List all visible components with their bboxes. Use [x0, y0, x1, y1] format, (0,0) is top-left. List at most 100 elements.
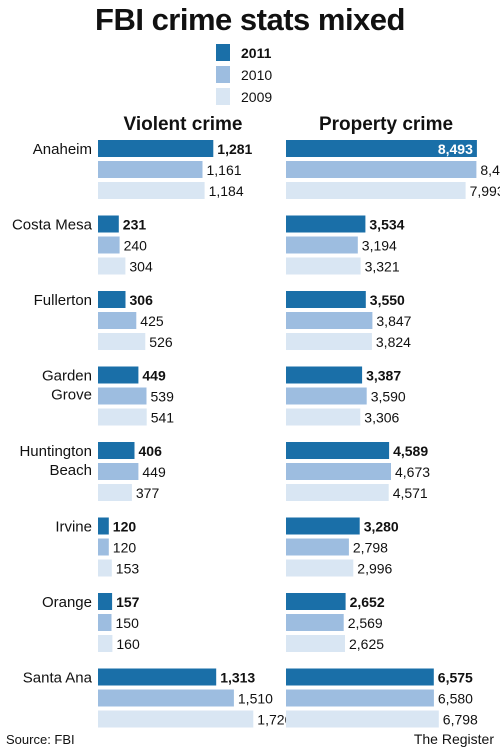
property-bar-2009	[286, 182, 466, 199]
property-bar-2010	[286, 614, 344, 631]
violent-value-label: 377	[136, 485, 160, 501]
property-value-label: 3,824	[376, 334, 411, 350]
violent-bar-2010	[98, 161, 203, 178]
property-bar-2010	[286, 689, 434, 707]
property-value-label: 3,387	[366, 368, 401, 384]
violent-bar-2009	[98, 408, 147, 426]
property-value-label: 3,321	[365, 259, 400, 275]
property-bar-2011	[286, 366, 363, 384]
city-label: Fullerton	[34, 292, 92, 309]
violent-bar-2010	[98, 387, 147, 405]
property-bar-2009	[286, 559, 354, 577]
city-label: Orange	[42, 594, 92, 611]
property-bar-2011	[286, 517, 360, 535]
violent-value-label: 449	[142, 464, 166, 480]
violent-value-label: 150	[116, 615, 140, 631]
violent-bar-2011	[98, 215, 119, 233]
property-bar-2011	[286, 593, 346, 610]
violent-value-label: 240	[124, 238, 148, 254]
chart-title: FBI crime stats mixed	[95, 2, 405, 37]
legend-item-2010: 2010	[216, 66, 336, 86]
property-bar-2011	[286, 291, 366, 308]
violent-bar-2011	[98, 291, 126, 308]
violent-value-label: 231	[123, 217, 147, 233]
violent-value-label: 425	[140, 313, 164, 329]
violent-bar-2010	[98, 538, 109, 556]
violent-bar-2009	[98, 484, 132, 501]
violent-value-label: 160	[116, 636, 140, 652]
property-bar-2010	[286, 236, 358, 254]
property-value-label: 4,571	[393, 485, 428, 501]
property-bar-2009	[286, 408, 361, 426]
city-label: Grove	[51, 387, 92, 404]
violent-bar-2010	[98, 236, 120, 254]
property-value-label: 6,580	[438, 691, 473, 707]
legend-item-2011: 2011	[216, 44, 336, 64]
property-crime-title: Property crime	[318, 114, 454, 135]
violent-bar-2009	[98, 333, 146, 350]
property-value-label: 3,590	[371, 389, 406, 405]
violent-bar-2010	[98, 614, 112, 631]
property-bar-2009	[286, 257, 361, 275]
violent-value-label: 1,313	[220, 670, 255, 686]
property-bar-2011	[286, 442, 390, 459]
violent-bar-2011	[98, 593, 113, 610]
property-value-label: 7,993	[470, 183, 500, 199]
legend-label-2010: 2010	[241, 67, 273, 83]
violent-value-label: 449	[142, 368, 166, 384]
property-value-label: 3,550	[370, 292, 405, 308]
property-value-label: 4,673	[395, 464, 430, 480]
violent-bar-2009	[98, 559, 112, 577]
property-bar-2011	[286, 668, 434, 686]
violent-bar-2009	[98, 182, 205, 199]
credit-note: The Register	[413, 731, 494, 747]
property-bar-2009	[286, 710, 439, 728]
property-bar-2011	[286, 215, 366, 233]
violent-value-label: 1,726	[257, 712, 292, 728]
violent-value-label: 304	[129, 259, 153, 275]
violent-value-label: 541	[151, 410, 175, 426]
violent-bar-2009	[98, 710, 254, 728]
property-bar-2009	[286, 484, 389, 501]
violent-bar-2011	[98, 140, 214, 157]
city-label: Anaheim	[33, 141, 92, 158]
violent-bar-2011	[98, 668, 217, 686]
city-label: Irvine	[55, 519, 92, 536]
legend-swatch-2009	[216, 88, 230, 105]
property-value-label: 2,569	[348, 615, 383, 631]
violent-bar-2010	[98, 463, 139, 480]
legend-swatch-2010	[216, 66, 230, 83]
property-value-label: 2,625	[349, 636, 384, 652]
violent-crime-title: Violent crime	[123, 114, 243, 135]
property-value-label: 6,575	[438, 670, 473, 686]
violent-value-label: 1,510	[238, 691, 273, 707]
violent-value-label: 1,184	[209, 183, 244, 199]
violent-value-label: 157	[116, 594, 140, 610]
violent-value-label: 1,281	[217, 141, 252, 157]
violent-value-label: 120	[113, 540, 137, 556]
property-bar-2010	[286, 387, 367, 405]
violent-bar-2011	[98, 517, 109, 535]
legend-label-2009: 2009	[241, 89, 273, 105]
city-label: Santa Ana	[23, 670, 93, 687]
city-label: Beach	[49, 462, 92, 479]
property-value-label: 4,589	[393, 443, 428, 459]
property-value-label: 2,798	[353, 540, 388, 556]
violent-value-label: 1,161	[207, 162, 242, 178]
violent-value-label: 406	[139, 443, 163, 459]
property-value-label: 2,996	[357, 561, 392, 577]
property-value-label: 8,473	[480, 162, 500, 178]
property-value-label: 6,798	[443, 712, 478, 728]
property-bar-2009	[286, 635, 345, 652]
legend-item-2009: 2009	[216, 88, 336, 108]
legend-label-2011: 2011	[241, 45, 272, 61]
source-note: Source: FBI	[6, 732, 75, 747]
property-bar-2010	[286, 161, 477, 178]
violent-bar-2011	[98, 442, 135, 459]
property-value-label: 3,194	[362, 238, 397, 254]
violent-value-label: 153	[116, 561, 140, 577]
property-value-label: 3,534	[369, 217, 404, 233]
legend-swatch-2011	[216, 44, 230, 61]
city-label: Garden	[42, 368, 92, 385]
